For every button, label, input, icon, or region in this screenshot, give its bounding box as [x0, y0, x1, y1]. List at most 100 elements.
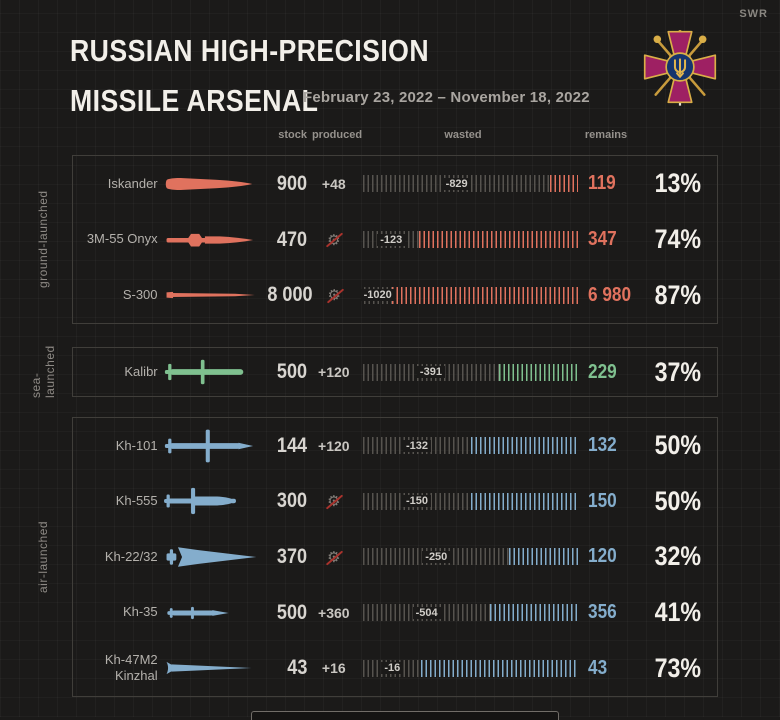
wasted-value: -150: [402, 495, 431, 508]
remains-value: 43: [587, 656, 608, 679]
remains-value: 6 980: [588, 283, 632, 306]
missile-row: 3M-55 Onyx 470 ⚙ -123 347 74%: [73, 212, 717, 268]
stock-value: 43: [287, 656, 308, 680]
remains-bar-segment: [489, 604, 578, 622]
column-header-stock: stock: [278, 129, 307, 141]
remains-bar-segment: [470, 492, 578, 510]
produced-cell: +360 ⚙: [307, 605, 360, 621]
missile-row: Kh-101 144 +120 ⚙ -132 132 50%: [73, 418, 717, 474]
stock-value: 370: [277, 544, 308, 568]
wasted-value: -132: [402, 439, 431, 452]
title-line-1: RUSSIAN HIGH-PRECISION: [70, 33, 430, 68]
remains-percent: 73%: [654, 652, 701, 683]
remains-percent: 50%: [654, 430, 701, 461]
produced-cell: ⚙: [307, 493, 360, 509]
produced-cell: ⚙: [307, 549, 360, 565]
wasted-remains-bar: -391: [363, 363, 578, 381]
wasted-bar-segment: -250: [363, 548, 510, 566]
page-title: RUSSIAN HIGH-PRECISION MISSILE ARSENAL: [70, 26, 487, 126]
produced-value: +16: [321, 660, 346, 677]
stock-value: 900: [277, 171, 308, 195]
group-air-launched: air-launched Kh-101 144 +120 ⚙ -132 132 …: [36, 417, 718, 697]
produced-value: +48: [321, 175, 346, 192]
group-label-ground: ground-launched: [36, 190, 50, 289]
no-production-icon: ⚙: [327, 548, 341, 566]
wasted-value: -391: [416, 366, 445, 378]
group-box-air: Kh-101 144 +120 ⚙ -132 132 50% Kh-555 30…: [72, 417, 718, 697]
wasted-bar-segment: -16: [363, 659, 422, 677]
group-box-sea: Kalibr 500 +120 ⚙ -391 229 37%: [72, 347, 718, 397]
column-header-produced: produced: [311, 129, 363, 141]
remains-value: 120: [587, 545, 617, 568]
remains-value: 356: [587, 601, 617, 624]
missile-row: Kh-35 500 +360 ⚙ -504 356 41%: [73, 585, 717, 641]
missile-name: Kh-555: [115, 493, 158, 509]
kh35-missile-icon: [158, 594, 260, 632]
ukraine-defence-emblem-icon: [643, 30, 717, 106]
remains-value: 150: [587, 489, 617, 512]
wasted-bar-segment: -132: [363, 437, 471, 455]
missile-name: Kh-22/32: [104, 548, 158, 564]
group-label-air: air-launched: [36, 520, 50, 594]
produced-value: +360: [318, 604, 350, 621]
missile-row: Kh-22/32 370 ⚙ -250 120 32%: [73, 529, 717, 585]
cutoff-footer-box: [251, 711, 559, 720]
no-production-icon: ⚙: [327, 287, 341, 305]
produced-cell: +120 ⚙: [307, 364, 360, 380]
wasted-bar-segment: -123: [363, 231, 420, 248]
onyx-missile-icon: [158, 221, 260, 259]
remains-bar-segment: [550, 175, 578, 193]
column-header-wasted: wasted: [444, 129, 482, 141]
missile-row: Kalibr 500 +120 ⚙ -391 229 37%: [73, 348, 717, 396]
remains-bar-segment: [391, 286, 578, 304]
remains-percent: 87%: [654, 279, 701, 310]
stock-value: 8 000: [267, 283, 313, 307]
remains-percent: 13%: [654, 168, 701, 199]
wasted-bar-segment: -504: [363, 604, 490, 622]
wasted-bar-segment: -391: [363, 363, 499, 381]
stock-value: 500: [277, 360, 308, 383]
kh555-missile-icon: [158, 482, 260, 520]
wasted-remains-bar: -504: [363, 604, 578, 622]
no-production-icon: ⚙: [327, 493, 341, 511]
remains-bar-segment: [419, 231, 578, 248]
produced-value: +120: [318, 437, 350, 454]
missile-name: Iskander: [107, 175, 158, 191]
produced-cell: +120 ⚙: [307, 438, 360, 454]
group-box-ground: Iskander 900 +48 ⚙ -829 119 13% 3M-55 On…: [72, 155, 718, 324]
date-range: February 23, 2022 – November 18, 2022: [303, 89, 590, 106]
missile-name: S-300: [122, 287, 158, 303]
remains-value: 229: [587, 360, 617, 383]
missile-name: Kh-101: [115, 437, 158, 453]
produced-cell: +48 ⚙: [307, 176, 360, 192]
remains-bar-segment: [470, 437, 578, 455]
stock-value: 470: [277, 227, 308, 251]
missile-row: Kh-47M2 Kinzhal 43 +16 ⚙ -16 43 73%: [73, 640, 717, 696]
s300-missile-icon: [158, 276, 260, 314]
iskander-missile-icon: [158, 165, 260, 203]
missile-row: Kh-555 300 ⚙ -150 150 50%: [73, 474, 717, 530]
wasted-remains-bar: -123: [363, 231, 578, 248]
remains-value: 132: [587, 434, 617, 457]
group-label-sea: sea-launched: [29, 345, 57, 399]
wasted-value: -1020: [360, 289, 395, 302]
kinzhal-missile-icon: [158, 649, 260, 687]
group-sea-launched: sea-launched Kalibr 500 +120 ⚙ -391 229 …: [29, 346, 718, 398]
produced-value: +120: [318, 364, 350, 380]
wasted-remains-bar: -132: [363, 437, 578, 455]
produced-cell: +16 ⚙: [307, 660, 360, 676]
remains-percent: 32%: [654, 541, 701, 572]
kh101-missile-icon: [158, 427, 260, 465]
wasted-value: -16: [381, 662, 404, 675]
watermark-swr: SWR: [739, 8, 768, 20]
remains-percent: 50%: [654, 485, 701, 516]
produced-cell: ⚙: [307, 232, 360, 248]
missile-name: Kalibr: [124, 363, 158, 379]
remains-percent: 37%: [654, 356, 701, 387]
wasted-value: -829: [442, 177, 471, 190]
missile-name: Kh-35: [122, 604, 158, 620]
kh2232-missile-icon: [158, 538, 260, 576]
stock-value: 144: [277, 433, 308, 457]
kalibr-missile-icon: [158, 353, 260, 391]
remains-bar-segment: [498, 363, 578, 381]
